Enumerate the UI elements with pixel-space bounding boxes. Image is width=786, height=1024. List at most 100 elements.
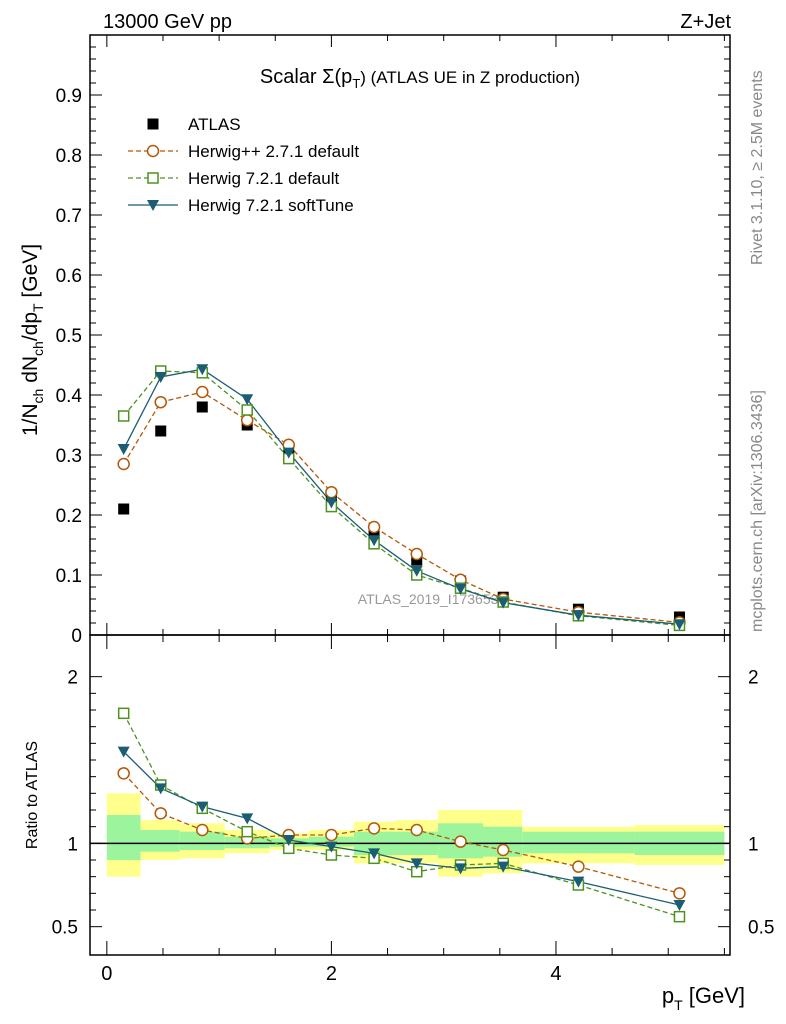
main-data-point <box>367 520 381 534</box>
legend-label: Herwig 7.2.1 default <box>188 169 339 188</box>
ratio-data-point <box>117 746 130 758</box>
ratio-data-point <box>496 843 510 857</box>
ratio-y-axis-label: Ratio to ATLAS <box>24 741 41 849</box>
main-y-tick-label: 0.1 <box>56 566 82 587</box>
ratio-band-green <box>179 831 225 850</box>
main-data-point <box>282 447 295 459</box>
x-tick-label: 4 <box>550 963 561 985</box>
legend-label: ATLAS <box>188 115 241 134</box>
ratio-data-point <box>497 861 510 873</box>
x-tick-label: 2 <box>326 963 337 985</box>
main-y-tick-label: 0.8 <box>56 146 82 167</box>
main-data-point <box>410 547 423 561</box>
main-data-point <box>454 583 467 595</box>
ratio-data-point <box>325 841 338 853</box>
ratio-y-tick-label-right: 1 <box>748 834 759 855</box>
ratio-data-point <box>572 860 585 873</box>
ratio-series-line <box>123 772 680 894</box>
ratio-data-point <box>282 835 295 846</box>
main-data-point <box>241 404 253 416</box>
main-data-point <box>118 503 130 515</box>
ratio-data-point <box>117 767 130 780</box>
main-y-tick-label: 0.5 <box>56 326 82 347</box>
main-data-point <box>673 619 686 631</box>
ratio-data-point <box>673 900 686 911</box>
main-y-tick-label: 0.9 <box>56 86 82 107</box>
ratio-data-point <box>154 807 167 820</box>
main-series-markers <box>117 364 686 632</box>
ratio-panel: 0.5 0.5 1 1 2 2 0 2 4 Ratio to ATLAS pT [GeV] <box>24 634 774 1013</box>
ratio-data-point <box>196 823 209 837</box>
watermark-label: ATLAS_2019_I1736531 <box>358 591 507 607</box>
ratio-panel-frame <box>89 634 731 956</box>
main-data-point <box>240 413 254 427</box>
legend-label: Herwig++ 2.7.1 default <box>188 142 359 161</box>
ratio-band-green <box>522 831 635 854</box>
legend-label: Herwig 7.2.1 softTune <box>188 196 354 215</box>
legend-marker <box>147 172 159 184</box>
ratio-data-point <box>673 910 686 923</box>
energy-label: 13000 GeV pp <box>103 11 232 33</box>
main-panel-frame <box>89 34 731 636</box>
ratio-data-point <box>241 825 253 838</box>
ratio-series-line <box>123 713 680 918</box>
main-series-line <box>123 368 680 625</box>
ratio-y-tick-label-right: 0.5 <box>748 918 774 939</box>
main-data-point <box>368 535 381 547</box>
main-y-tick-label: 0.7 <box>56 206 82 227</box>
main-y-tick-label: 0.3 <box>56 446 82 467</box>
ratio-data-point <box>410 858 423 870</box>
main-data-point <box>410 565 423 577</box>
main-y-tick-label: 0.4 <box>56 386 83 407</box>
main-data-point <box>154 395 167 409</box>
ratio-band-green <box>106 815 141 860</box>
ratio-data-point <box>325 828 338 842</box>
ratio-data-point <box>367 822 381 835</box>
main-data-point <box>497 597 510 609</box>
ratio-data-point <box>117 707 130 720</box>
legend-marker <box>146 144 160 158</box>
legend-marker <box>147 200 159 211</box>
ratio-y-tick-label: 2 <box>67 668 78 689</box>
main-data-point <box>325 485 338 499</box>
main-series-line <box>123 391 680 624</box>
main-data-point <box>117 457 130 471</box>
main-y-ticks: 0 0.1 0.2 0.3 0.4 0.5 0.6 0.7 0.8 0.9 <box>56 35 730 647</box>
main-data-point <box>572 610 585 622</box>
main-panel: 1/Nch dNch/dpT [GeV] Scalar Σ(pT) (ATLAS… <box>19 34 731 647</box>
main-y-axis-label: 1/Nch dNch/dpT [GeV] <box>19 244 46 436</box>
ratio-data-point <box>241 813 254 825</box>
x-tick-label: 0 <box>101 963 112 985</box>
rivet-version-label: Rivet 3.1.10, ≥ 2.5M events <box>749 70 766 265</box>
ratio-series-lines <box>123 713 680 918</box>
main-data-point <box>196 364 209 376</box>
ratio-band-green <box>140 830 180 852</box>
main-y-tick-label: 0.2 <box>56 506 82 527</box>
ratio-data-point <box>410 823 423 837</box>
ratio-series-line <box>123 751 680 906</box>
main-plot-title: Scalar Σ(pT) (ATLAS UE in Z production) <box>260 66 580 91</box>
ratio-y-tick-label: 0.5 <box>52 918 78 939</box>
main-data-point <box>117 444 130 455</box>
ratio-data-point <box>572 876 585 888</box>
ratio-data-point <box>368 848 381 860</box>
main-data-point <box>325 497 338 509</box>
mcplots-reference-label: mcplots.cern.ch [arXiv:1306.3436] <box>749 390 766 632</box>
main-series-lines <box>123 368 680 627</box>
ratio-y-tick-label: 1 <box>67 834 78 855</box>
x-axis-label: pT [GeV] <box>662 983 745 1013</box>
ratio-data-point <box>454 835 467 848</box>
main-data-point <box>241 394 254 406</box>
ratio-data-point <box>196 801 209 813</box>
main-data-point <box>196 385 209 399</box>
main-data-point <box>196 401 208 413</box>
legend: ATLAS Herwig++ 2.7.1 default Herwig 7.2.1 … <box>128 115 359 215</box>
main-y-tick-label: 0.6 <box>56 266 82 287</box>
ratio-data-point <box>154 783 167 795</box>
ratio-axis-ticks: 0.5 0.5 1 1 2 2 0 2 4 <box>52 635 774 985</box>
main-data-point <box>154 372 167 383</box>
main-data-point <box>117 410 130 422</box>
process-label: Z+Jet <box>680 11 731 33</box>
ratio-y-tick-label-right: 2 <box>748 668 759 689</box>
